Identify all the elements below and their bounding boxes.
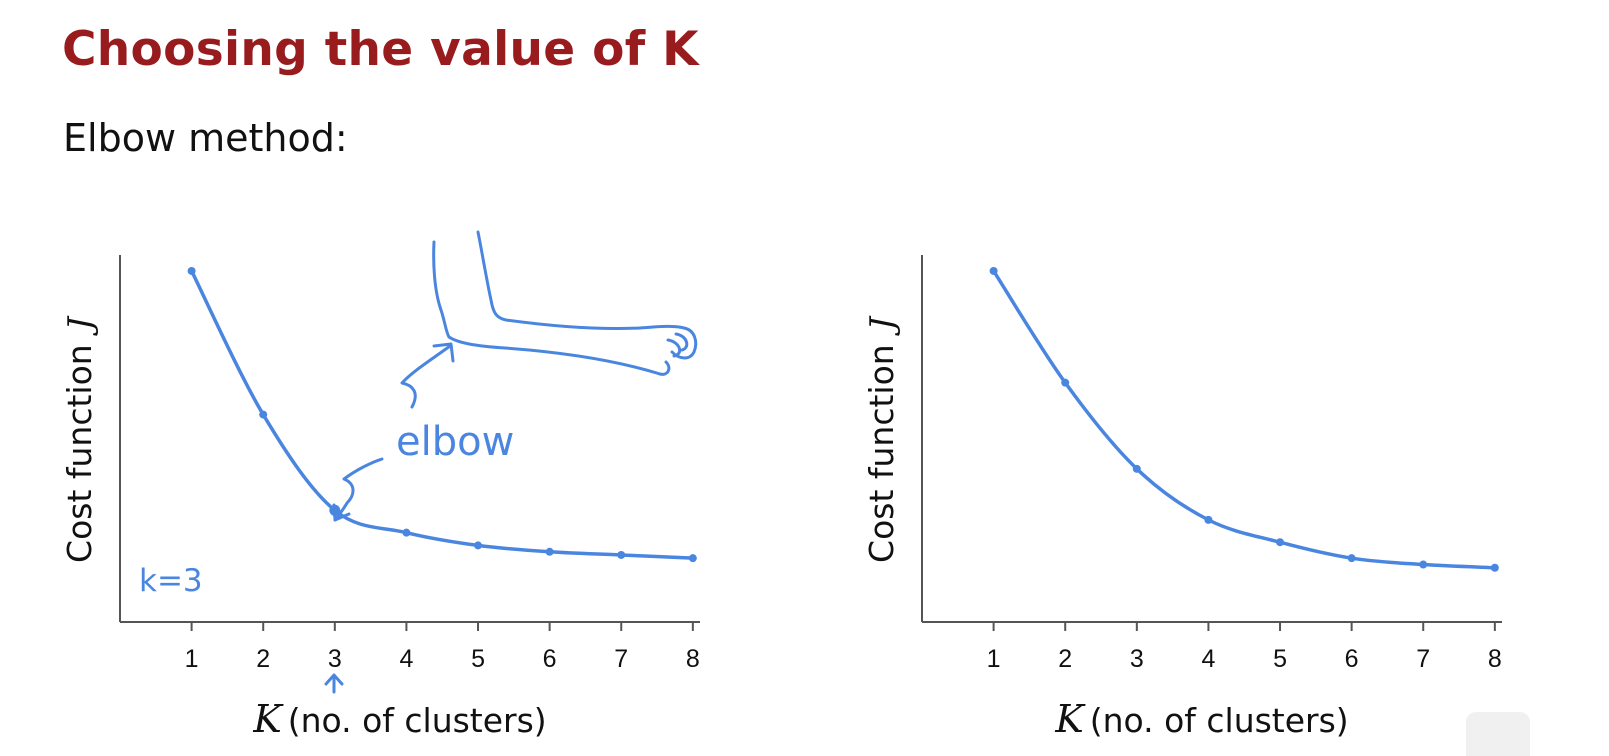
x-ticks-left: [190, 622, 694, 631]
data-point-right-k2: [1061, 378, 1070, 387]
series-points-right: [989, 266, 1499, 572]
chart-right: 1 2 3 4 5 6 7 8 Cost functionJ K (no. of cluster…: [862, 255, 1502, 741]
data-point-right-k4: [1204, 515, 1213, 524]
watermark-bubble: [1466, 712, 1530, 756]
x-tick-label-right-8: 8: [1488, 645, 1502, 673]
x-tick-label-right-4: 4: [1201, 645, 1215, 673]
x-axis-label-right: K (no. of clusters): [1054, 697, 1348, 741]
data-point-right-k6: [1347, 554, 1356, 563]
x-tick-label-right-6: 6: [1345, 645, 1359, 673]
data-point-left-k1: [187, 266, 196, 275]
series-points-left: [187, 266, 697, 563]
data-point-right-k8: [1490, 563, 1499, 572]
data-point-left-k5: [474, 541, 483, 550]
data-point-left-k2: [259, 410, 268, 419]
arrow-to-curve-elbow: [333, 457, 384, 522]
x-tick-label-left-4: 4: [399, 645, 413, 673]
chart-left: 1 2 3 4 5 6 7 8 Cost functionJ K (no. of cluster…: [60, 230, 700, 741]
y-axis-label-right: Cost functionJ: [862, 315, 901, 563]
x-tick-label-left-7: 7: [614, 645, 628, 673]
arm-drawing-lower: [476, 230, 686, 331]
elbow-label: elbow: [396, 419, 514, 465]
data-point-left-k8: [688, 554, 697, 563]
data-point-left-k4: [402, 528, 411, 537]
arrow-head-curve: [332, 503, 351, 522]
y-axis-label-left: Cost functionJ: [60, 315, 99, 563]
slide-subtitle: Elbow method:: [63, 116, 348, 160]
data-point-left-k6: [545, 547, 554, 556]
arrow-to-arm-elbow: [400, 344, 452, 409]
arrow-head-arm: [432, 342, 455, 363]
x-tick-label-right-7: 7: [1416, 645, 1430, 673]
data-point-right-k5: [1276, 538, 1285, 547]
x-tick-label-left-6: 6: [543, 645, 557, 673]
x-tick-label-left-1: 1: [185, 645, 199, 673]
data-point-right-k3: [1132, 464, 1141, 473]
x-tick-labels-left: 1 2 3 4 5 6 7 8: [185, 645, 700, 673]
x-tick-labels-right: 1 2 3 4 5 6 7 8: [987, 645, 1502, 673]
x-axis-label-left: K (no. of clusters): [252, 697, 546, 741]
x-tick-label-left-2: 2: [256, 645, 270, 673]
x-tick-label-right-3: 3: [1130, 645, 1144, 673]
handwritten-annotations: [324, 230, 698, 694]
x-tick-label-left-8: 8: [686, 645, 700, 673]
arrow-under-k3: [324, 673, 344, 694]
data-point-right-k7: [1419, 560, 1428, 569]
x-tick-label-right-5: 5: [1273, 645, 1287, 673]
arm-drawing-upper: [432, 240, 662, 376]
x-tick-label-left-3: 3: [328, 645, 342, 673]
series-line-right: [991, 269, 1497, 570]
x-tick-label-left-5: 5: [471, 645, 485, 673]
data-point-left-k7: [617, 550, 626, 559]
slide-title: Choosing the value of K: [62, 22, 699, 77]
k-choice-label: k=3: [139, 563, 203, 599]
x-ticks-right: [992, 622, 1496, 631]
arm-drawing-hand: [658, 326, 698, 376]
data-point-right-k1: [989, 266, 998, 275]
x-tick-label-right-1: 1: [987, 645, 1001, 673]
x-tick-label-right-2: 2: [1058, 645, 1072, 673]
